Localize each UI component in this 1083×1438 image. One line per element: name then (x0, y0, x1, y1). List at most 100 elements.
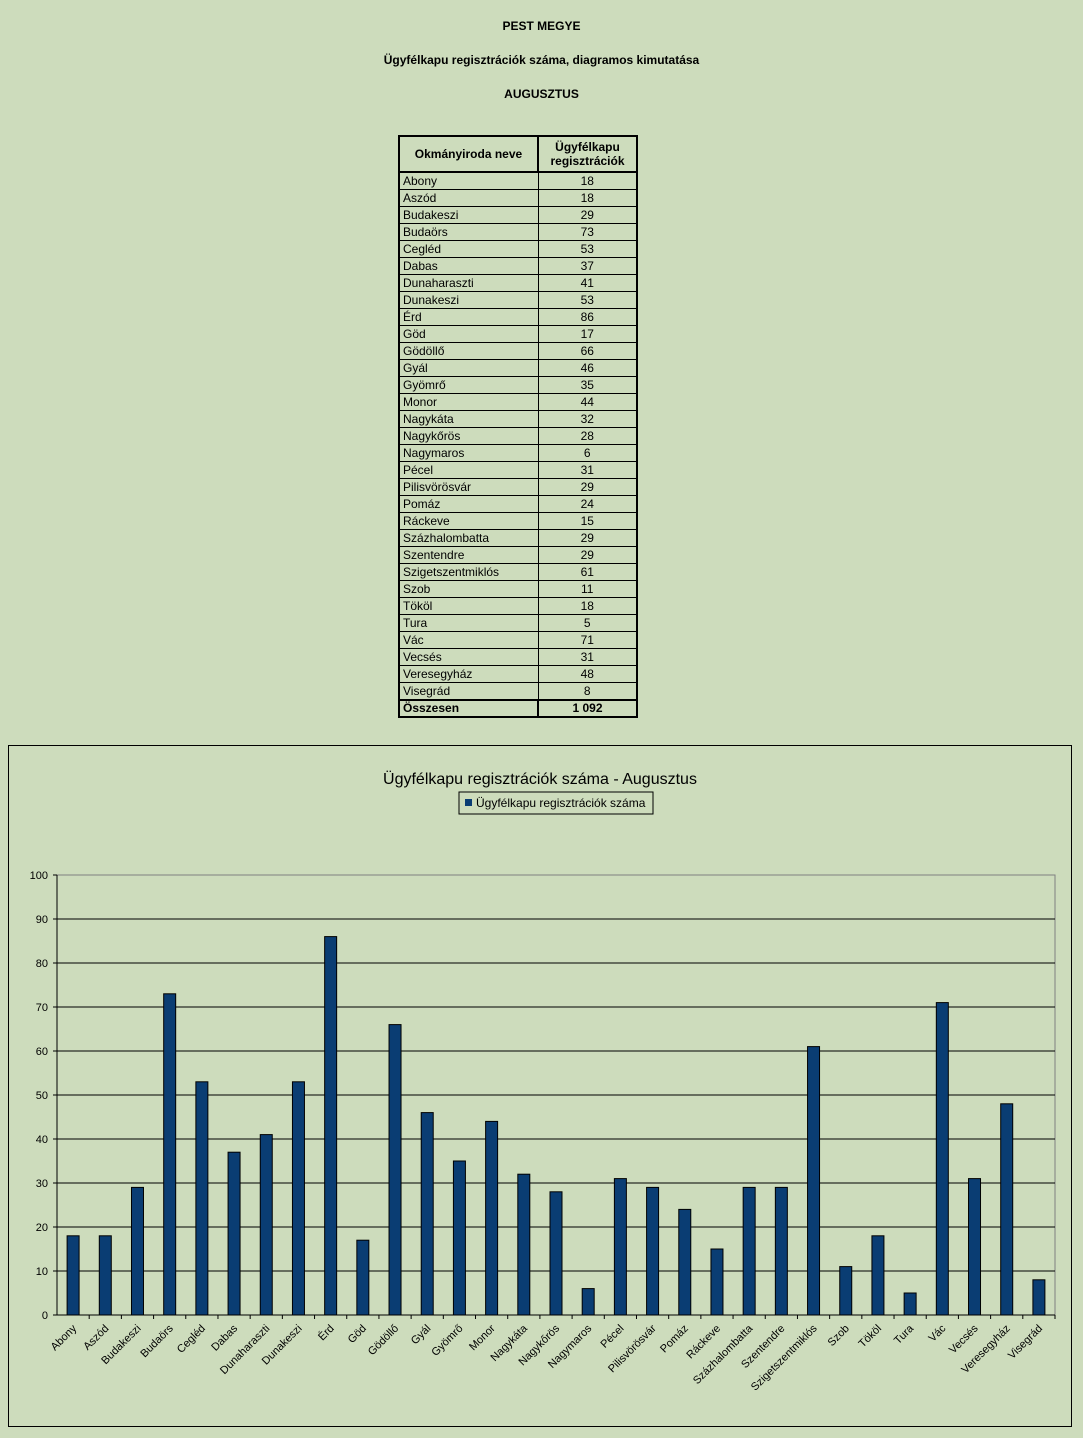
office-name-cell: Szentendre (398, 546, 539, 564)
office-name-cell: Monor (398, 393, 539, 411)
table-row: Gyömrő 35 (398, 376, 638, 394)
bar (935, 1002, 949, 1316)
registration-count-cell: 35 (537, 376, 638, 394)
bar (227, 1151, 241, 1316)
y-tick-label: 100 (30, 870, 48, 882)
bar (839, 1266, 853, 1316)
table-row: Érd 86 (398, 308, 638, 326)
x-tick-label: Gödöllő (366, 1323, 401, 1358)
table-row: Veresegyház 48 (398, 665, 638, 683)
bar (710, 1248, 724, 1316)
y-tick-label: 80 (36, 958, 48, 970)
bar (1000, 1103, 1014, 1316)
registration-count-cell: 61 (537, 563, 638, 581)
table-row: Monor 44 (398, 393, 638, 411)
x-tick-label: Göd (346, 1323, 369, 1346)
office-name-cell: Vác (398, 631, 539, 649)
office-name-cell: Ráckeve (398, 512, 539, 530)
registration-count-cell: 66 (537, 342, 638, 360)
bar (903, 1292, 917, 1316)
month-title: AUGUSZTUS (504, 87, 579, 101)
legend-box (458, 791, 654, 815)
registration-count-cell: 48 (537, 665, 638, 683)
table-row: Százhalombatta 29 (398, 529, 638, 547)
registration-count-cell: 31 (537, 648, 638, 666)
y-tick-label: 0 (42, 1310, 48, 1322)
bar (130, 1186, 144, 1316)
county-title: PEST MEGYE (502, 19, 581, 33)
registration-count-cell: 53 (537, 240, 638, 258)
bar (98, 1235, 112, 1316)
bar (195, 1081, 209, 1316)
bar (807, 1046, 821, 1316)
table-row: Nagykőrös 28 (398, 427, 638, 445)
x-tick-label: Cegléd (175, 1323, 208, 1356)
table-row: Szentendre 29 (398, 546, 638, 564)
x-tick-label: Érd (315, 1322, 336, 1343)
legend-swatch (465, 799, 472, 806)
x-tick-label: Aszód (81, 1323, 111, 1353)
office-name-cell: Szigetszentmiklós (398, 563, 539, 581)
registration-count-cell: 32 (537, 410, 638, 428)
x-tick-label: Visegrád (1006, 1323, 1045, 1362)
office-name-cell: Budaörs (398, 223, 539, 241)
table-row: Gödöllő 66 (398, 342, 638, 360)
bar (356, 1239, 370, 1316)
office-name-cell: Vecsés (398, 648, 539, 666)
office-name-cell: Gyál (398, 359, 539, 377)
bar (388, 1024, 402, 1316)
y-tick-label: 90 (36, 914, 48, 926)
x-tick-label: Gyömrő (429, 1323, 465, 1359)
x-tick-label: Pécel (599, 1323, 627, 1351)
bar-chart: Ügyfélkapu regisztrációk száma - Auguszt… (30, 770, 1056, 1393)
office-name-cell: Pomáz (398, 495, 539, 513)
registration-count-cell: 29 (537, 546, 638, 564)
table-row: Budakeszi 29 (398, 206, 638, 224)
bar (259, 1134, 273, 1316)
x-tick-label: Tököl (857, 1323, 885, 1351)
table-row: Ráckeve 15 (398, 512, 638, 530)
chart-area: Ügyfélkapu regisztrációk száma - Auguszt… (8, 745, 1072, 1427)
bar (420, 1112, 434, 1316)
table-row: Pomáz 24 (398, 495, 638, 513)
registration-count-cell: 86 (537, 308, 638, 326)
office-name-cell: Gödöllő (398, 342, 539, 360)
office-name-cell: Dabas (398, 257, 539, 275)
report-subtitle: Ügyfélkapu regisztrációk száma, diagramo… (383, 53, 700, 67)
office-name-cell: Dunakeszi (398, 291, 539, 309)
bar (968, 1178, 982, 1316)
bar (581, 1288, 595, 1316)
office-name-cell: Aszód (398, 189, 539, 207)
office-name-cell: Cegléd (398, 240, 539, 258)
table-body: Abony 18 Aszód 18 Budakeszi 29 Budaörs 73 Cegléd… (398, 171, 638, 701)
registration-count-cell: 44 (537, 393, 638, 411)
col-header-line1: Ügyfélkapu (555, 140, 620, 154)
registration-count-cell: 29 (537, 529, 638, 547)
registration-count-cell: 41 (537, 274, 638, 292)
office-name-cell: Dunaharaszti (398, 274, 539, 292)
table-row: Göd 17 (398, 325, 638, 343)
col-header-line2: regisztrációk (550, 154, 625, 168)
table-row: Dabas 37 (398, 257, 638, 275)
bar (485, 1120, 499, 1316)
registration-count-cell: 71 (537, 631, 638, 649)
bar (613, 1178, 627, 1316)
office-name-cell: Pécel (398, 461, 539, 479)
table-row: Pilisvörösvár 29 (398, 478, 638, 496)
office-name-cell: Nagykáta (398, 410, 539, 428)
registration-count-cell: 31 (537, 461, 638, 479)
office-name-cell: Göd (398, 325, 539, 343)
office-name-cell: Veresegyház (398, 665, 539, 683)
table-row: Tököl 18 (398, 597, 638, 615)
registration-count-cell: 17 (537, 325, 638, 343)
registration-count-cell: 28 (537, 427, 638, 445)
col-header-office: Okmányiroda neve (398, 135, 539, 173)
registration-count-cell: 18 (537, 189, 638, 207)
office-name-cell: Tura (398, 614, 539, 632)
bar (774, 1186, 788, 1316)
registration-count-cell: 29 (537, 478, 638, 496)
x-tick-label: Monor (467, 1322, 498, 1353)
x-tick-label: Budaörs (138, 1322, 176, 1360)
legend-label: Ügyfélkapu regisztrációk száma (476, 796, 646, 810)
bar (452, 1160, 466, 1316)
